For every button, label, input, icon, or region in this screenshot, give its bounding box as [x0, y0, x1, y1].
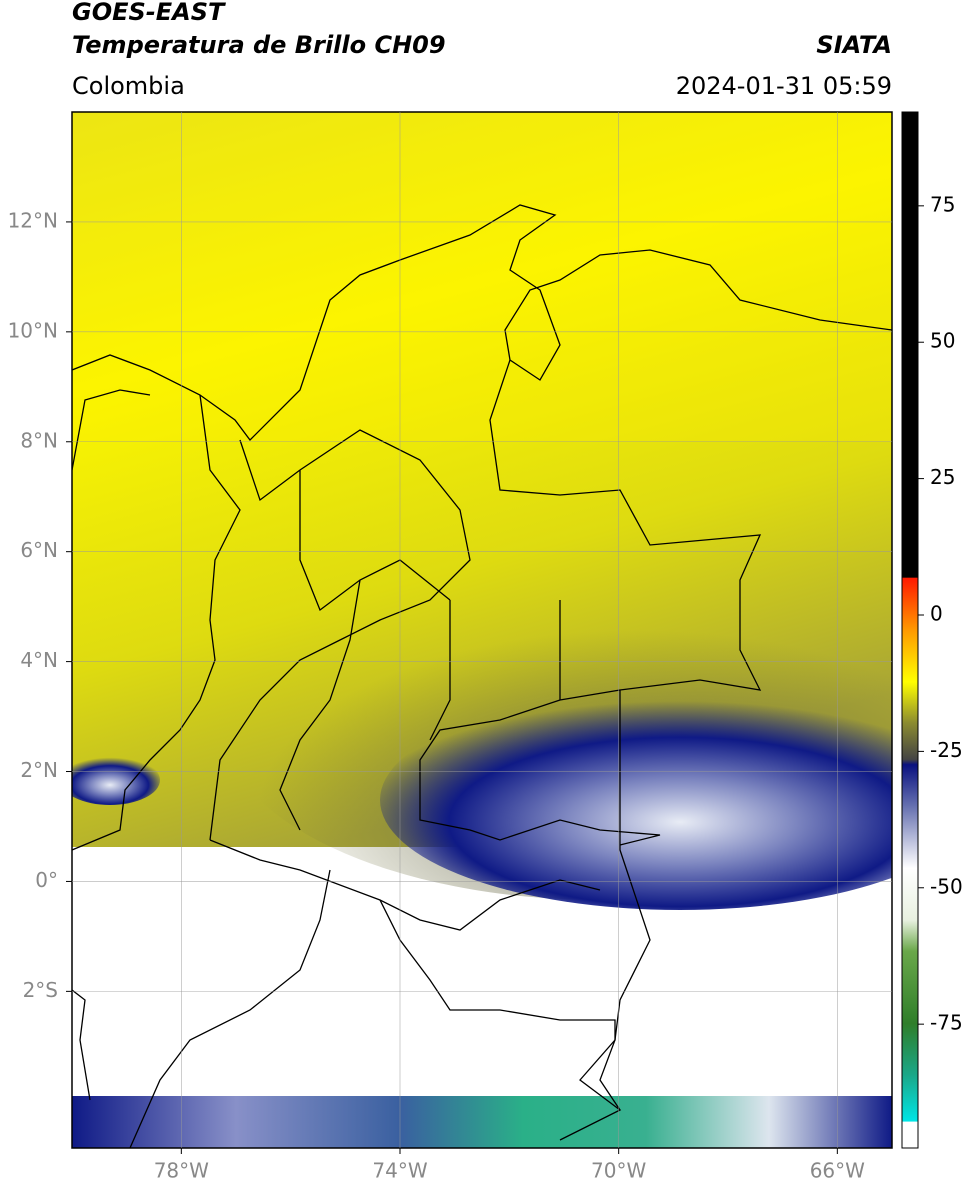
x-tick-label: 78°W	[154, 1159, 209, 1183]
cloud-top	[72, 112, 892, 442]
y-tick-label: 2°S	[23, 978, 58, 1002]
colorbar-label: 0	[930, 601, 943, 625]
storm	[72, 755, 160, 805]
colorbar-label: 75	[930, 192, 955, 216]
subtitle: Temperatura de Brillo CH09	[72, 31, 446, 59]
y-tick-label: 2°N	[20, 758, 58, 782]
map-frame	[71, 111, 893, 1149]
colorbar-label: -75	[930, 1011, 963, 1035]
imagery	[72, 112, 892, 1148]
source: SIATA	[816, 31, 892, 59]
x-tick-label: 70°W	[591, 1159, 646, 1183]
x-tick-label: 74°W	[372, 1159, 427, 1183]
y-tick-label: 8°N	[20, 428, 58, 452]
title: GOES-EAST	[72, 0, 226, 26]
colorbar-label: -50	[930, 874, 963, 898]
colorbar-label: 50	[930, 329, 955, 353]
region: Colombia	[72, 72, 185, 100]
y-tick-label: 12°N	[8, 208, 58, 232]
strip	[72, 1096, 892, 1148]
colorbar-label: 25	[930, 465, 955, 489]
x-tick-label: 66°W	[810, 1159, 865, 1183]
y-tick-label: 4°N	[20, 648, 58, 672]
y-tick-label: 6°N	[20, 538, 58, 562]
storm	[380, 690, 892, 910]
colorbar	[901, 111, 919, 1149]
datetime: 2024-01-31 05:59	[676, 72, 892, 100]
borders	[72, 204, 892, 1148]
y-tick-label: 10°N	[8, 318, 58, 342]
y-tick-label: 0°	[35, 868, 58, 892]
colorbar-label: -25	[930, 738, 963, 762]
